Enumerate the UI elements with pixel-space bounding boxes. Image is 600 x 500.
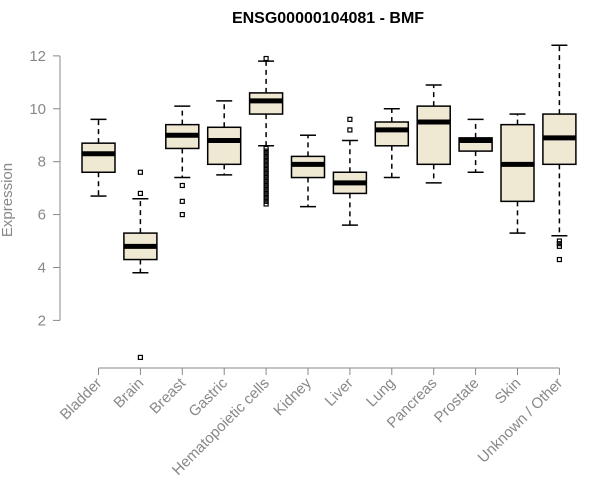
x-tick-label: Kidney	[270, 374, 315, 419]
outlier-point	[347, 127, 353, 133]
y-axis: 2 4 6 8 10 12	[29, 48, 61, 329]
outlier-point	[556, 243, 563, 249]
outlier-point	[263, 190, 269, 197]
outlier-point	[263, 196, 269, 202]
y-tick-label: 8	[38, 154, 46, 171]
outlier-point	[263, 174, 269, 181]
box-group	[374, 108, 410, 179]
outlier-point	[263, 159, 269, 165]
outlier-point	[556, 256, 563, 263]
box-iqr	[206, 126, 242, 166]
y-axis-label: Expression	[0, 163, 16, 237]
x-tick-label: Brain	[110, 375, 147, 412]
outlier-point	[263, 161, 269, 167]
outlier-point	[347, 116, 353, 122]
outlier-point	[263, 180, 269, 186]
outlier-point	[556, 241, 563, 247]
box-group	[206, 100, 242, 176]
chart-title: ENSG00000104081 - BMF	[232, 10, 424, 27]
outlier-point	[263, 172, 269, 178]
box-group	[542, 44, 577, 263]
boxes-layer	[81, 44, 577, 361]
box-iqr	[81, 142, 116, 174]
box-iqr	[290, 155, 326, 179]
outlier-point	[179, 211, 185, 218]
outlier-point	[263, 148, 269, 154]
outlier-point	[263, 193, 269, 199]
box-group	[290, 134, 326, 208]
x-tick-label: Skin	[492, 375, 525, 408]
y-tick-label: 4	[38, 259, 46, 276]
box-iqr	[248, 92, 284, 115]
outlier-point	[263, 156, 269, 162]
outlier-point	[179, 198, 185, 204]
box-group	[458, 118, 493, 174]
y-tick-label: 12	[29, 48, 46, 65]
box-iqr	[416, 105, 451, 166]
outlier-point	[263, 145, 269, 152]
y-tick-label: 2	[38, 312, 46, 329]
outlier-point	[263, 164, 269, 170]
box-group	[81, 118, 116, 197]
box-group	[500, 113, 535, 234]
outlier-point	[263, 153, 269, 159]
outlier-point	[263, 198, 269, 204]
outlier-point	[263, 185, 269, 191]
outlier-point	[263, 188, 269, 194]
box-iqr	[374, 121, 410, 147]
outlier-point	[263, 151, 269, 157]
outlier-point	[263, 201, 269, 207]
outlier-point	[263, 177, 269, 183]
box-group	[165, 105, 200, 218]
box-group	[416, 84, 451, 184]
x-tick-label: Bladder	[57, 375, 106, 424]
box-group	[248, 55, 284, 207]
outlier-point	[179, 182, 185, 189]
outlier-point	[263, 167, 269, 173]
box-group	[332, 116, 368, 226]
outlier-point	[137, 190, 143, 197]
outlier-point	[263, 169, 269, 175]
x-tick-label: Breast	[146, 374, 189, 417]
outlier-point	[263, 55, 269, 62]
y-tick-label: 10	[29, 101, 46, 118]
x-tick-label: Prostate	[431, 375, 483, 427]
outlier-point	[137, 354, 143, 361]
x-tick-label: Lung	[363, 375, 399, 411]
outlier-point	[137, 169, 143, 175]
outlier-point	[263, 182, 269, 189]
y-tick-label: 6	[38, 207, 46, 224]
x-tick-label: Liver	[322, 375, 357, 410]
box-group	[123, 169, 158, 361]
outlier-point	[556, 238, 563, 244]
